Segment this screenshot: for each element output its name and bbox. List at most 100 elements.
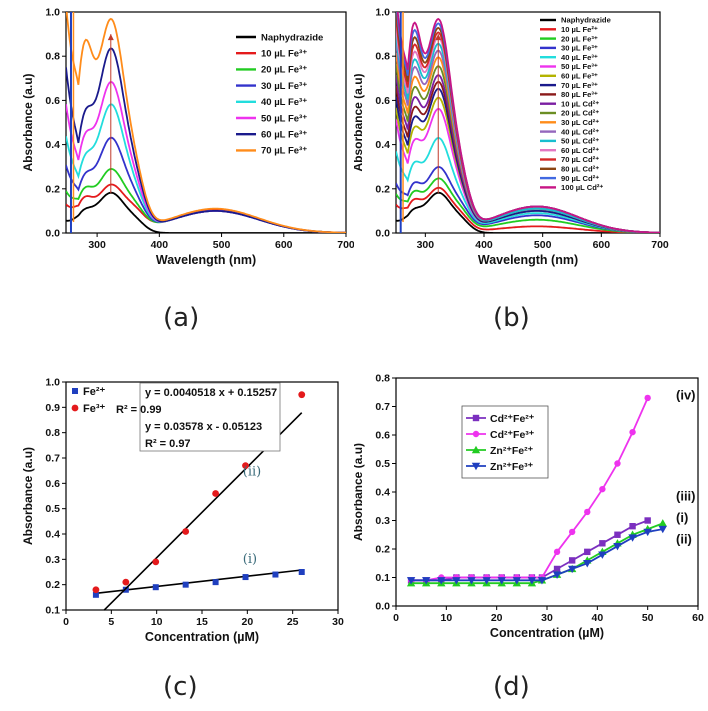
chart-b-legend-label-1: 10 µL Fe²⁺ <box>561 25 598 34</box>
chart-b-series-line-6 <box>396 96 660 233</box>
chart-c-annotation-1: (ii) <box>243 465 261 480</box>
chart-a-xlabel: Wavelength (nm) <box>156 253 256 267</box>
chart-d-xtick-label-3: 30 <box>541 612 553 624</box>
chart-d-point-3-2 <box>437 577 446 585</box>
chart-d-legend-marker-1 <box>472 430 480 438</box>
chart-b-legend-label-7: 70 µL Fe³⁺ <box>561 81 598 90</box>
chart-c-equation-0: y = 0.0040518 x + 0.15257 <box>145 387 277 399</box>
chart-c-annotation-0: (i) <box>243 552 257 567</box>
chart-d-competition: 0 10 20 30 40 50 60 0.0 0.1 0.2 0.3 0.4 0.5 0.6 0.7 0.8… <box>354 373 704 641</box>
chart-d-xlabel: Concentration (µM) <box>490 626 604 640</box>
chart-d-point-1-12 <box>584 508 591 516</box>
chart-c-point-0-5 <box>242 574 249 581</box>
chart-a-series-line-0 <box>66 191 346 233</box>
chart-d-annotation-1: (iii) <box>676 489 696 504</box>
chart-a-increase-arrowhead <box>107 34 114 41</box>
chart-d-ytick-label-2: 0.2 <box>375 544 390 556</box>
chart-d-point-3-15 <box>628 534 637 542</box>
chart-d-point-3-4 <box>467 577 476 585</box>
chart-b-legend-label-6: 60 µL Fe³⁺ <box>561 71 598 80</box>
chart-b-ylabel: Absorbance (a.u) <box>354 73 365 171</box>
chart-d-point-3-0 <box>406 577 416 585</box>
chart-a-ytick-label-5: 1.0 <box>45 7 60 19</box>
chart-d-point-3-9 <box>537 577 547 585</box>
chart-c-point-1-7 <box>298 391 306 399</box>
chart-b-legend-label-12: 40 µL Cd²⁺ <box>561 127 599 136</box>
chart-b-series-line-18 <box>396 12 660 233</box>
chart-b-xtick-label-3: 600 <box>593 239 611 251</box>
chart-d-point-3-13 <box>598 551 607 559</box>
chart-a-xtick-label-0: 300 <box>88 239 106 251</box>
chart-c-ytick-label-0: 0.1 <box>45 605 60 617</box>
chart-a-uv-vis-fe3: 300 400 500 600 700 0.0 0.2 0.4 0.6 0.8 1.0 Wavelen… <box>21 7 354 268</box>
chart-c-equation-box <box>139 382 281 452</box>
chart-d-point-0-16 <box>644 517 651 524</box>
chart-b-series-line-4 <box>396 136 660 233</box>
chart-b-xtick-label-0: 300 <box>417 239 435 251</box>
chart-c-equation-2: y = 0.03578 x - 0.05123 <box>145 421 262 433</box>
chart-b-ytick-label-0: 0.0 <box>375 228 390 240</box>
chart-c-legend-marker-1 <box>71 404 79 412</box>
chart-b-xtick-label-4: 700 <box>651 239 669 251</box>
chart-b-legend-label-10: 20 µL Cd²⁺ <box>561 109 599 118</box>
chart-b-legend-label-2: 20 µL Fe³⁺ <box>561 34 598 43</box>
chart-d-legend-marker-3 <box>471 462 481 471</box>
chart-b-series-line-1 <box>396 186 660 233</box>
chart-d-annotation-3: (ii) <box>676 531 692 546</box>
chart-b-legend-label-11: 30 µL Cd²⁺ <box>561 118 599 127</box>
chart-c-xtick-label-0: 0 <box>63 616 69 628</box>
chart-d-point-3-8 <box>527 577 537 585</box>
chart-b-legend-label-4: 40 µL Fe³⁺ <box>561 53 598 62</box>
chart-a-xtick-label-1: 400 <box>151 239 169 251</box>
chart-a-series-line-7 <box>66 12 346 233</box>
panel-label-d: (d) <box>493 672 530 702</box>
chart-c-legend-label-0: Fe²⁺ <box>83 386 106 398</box>
chart-d-annotation-0: (iv) <box>676 387 696 402</box>
chart-b-series-group <box>396 12 660 233</box>
chart-b-series-line-15 <box>396 16 660 233</box>
chart-d-point-3-14 <box>613 542 622 551</box>
chart-b-legend-label-5: 50 µL Fe³⁺ <box>561 62 598 71</box>
chart-b-series-line-2 <box>396 177 660 233</box>
chart-c-ytick-label-6: 0.7 <box>45 453 60 465</box>
chart-d-point-3-3 <box>452 577 461 585</box>
chart-d-point-3-6 <box>497 577 506 585</box>
chart-a-legend-label-0: Naphydrazide <box>261 32 323 43</box>
chart-a-ytick-label-4: 0.8 <box>45 51 60 63</box>
chart-a-legend-label-4: 40 µL Fe³⁺ <box>261 97 307 108</box>
chart-c-point-0-4 <box>212 579 219 586</box>
chart-b-legend-label-17: 90 µL Cd²⁺ <box>561 174 599 183</box>
chart-c-fit-line-0 <box>95 569 302 595</box>
chart-d-ytick-label-7: 0.7 <box>375 401 390 413</box>
chart-d-point-3-11 <box>567 565 577 574</box>
chart-c-xtick-label-2: 10 <box>151 616 163 628</box>
chart-d-point-1-11 <box>568 528 576 536</box>
chart-c-legend-marker-0 <box>72 388 78 394</box>
chart-b-legend-label-14: 60 µL Cd²⁺ <box>561 146 599 155</box>
chart-c-point-1-1 <box>122 578 130 586</box>
chart-b-series-line-3 <box>396 166 660 233</box>
chart-a-xtick-label-2: 500 <box>213 239 231 251</box>
chart-a-legend-label-1: 10 µL Fe³⁺ <box>261 49 307 60</box>
chart-d-series-line-0 <box>411 519 649 582</box>
chart-a-ytick-label-2: 0.4 <box>45 139 60 151</box>
chart-d-point-1-10 <box>553 548 561 556</box>
chart-c-point-1-4 <box>212 490 220 497</box>
chart-d-point-3-7 <box>512 577 521 585</box>
chart-d-point-1-13 <box>599 485 606 493</box>
chart-c-xtick-label-6: 30 <box>332 616 344 628</box>
chart-d-point-0-10 <box>553 565 561 573</box>
chart-b-legend-label-8: 80 µL Fe³⁺ <box>561 90 598 99</box>
chart-b-legend-label-13: 50 µL Cd²⁺ <box>561 137 599 146</box>
chart-c-ytick-label-3: 0.4 <box>45 529 60 541</box>
chart-c-xtick-label-3: 15 <box>196 616 208 628</box>
chart-d-point-0-13 <box>599 540 606 547</box>
chart-d-ytick-label-8: 0.8 <box>375 373 390 385</box>
chart-d-point-0-11 <box>568 557 576 564</box>
chart-b-ytick-label-5: 1.0 <box>375 7 390 19</box>
chart-b-uv-vis-fe-cd: 300 400 500 600 700 0.0 0.2 0.4 0.6 0.8 1.0 Wavelen… <box>354 7 669 268</box>
chart-b-ytick-label-4: 0.8 <box>375 51 390 63</box>
chart-b-ytick-label-1: 0.2 <box>375 183 390 195</box>
chart-c-ytick-label-4: 0.5 <box>45 503 60 515</box>
